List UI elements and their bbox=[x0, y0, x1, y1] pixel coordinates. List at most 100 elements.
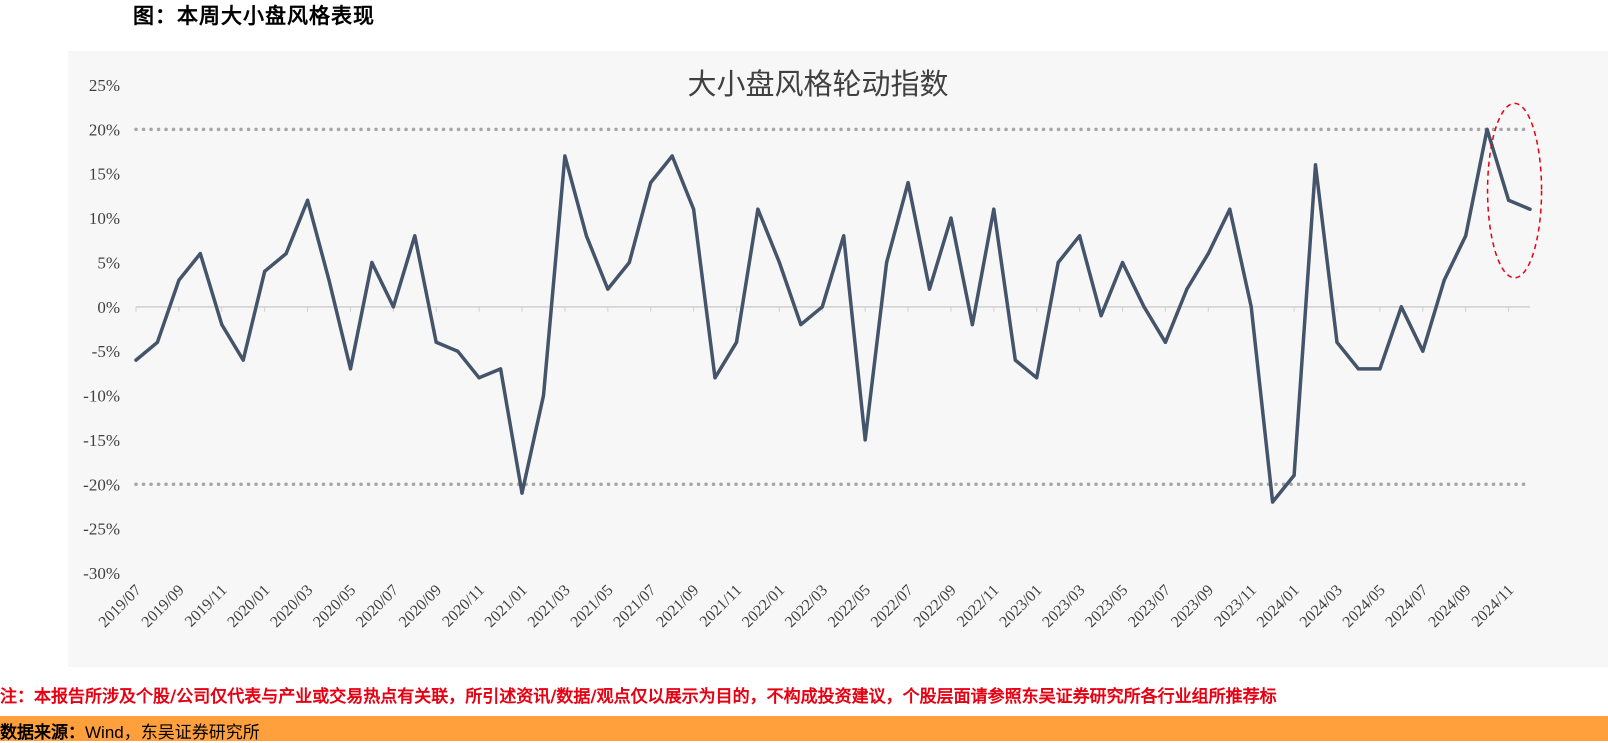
data-point bbox=[670, 154, 674, 158]
data-point bbox=[477, 376, 481, 380]
data-point bbox=[1485, 127, 1489, 131]
data-point bbox=[1271, 500, 1275, 504]
y-tick-label: -5% bbox=[92, 342, 120, 361]
x-tick-label: 2023/01 bbox=[996, 582, 1045, 631]
data-point bbox=[220, 322, 224, 327]
data-point bbox=[1313, 163, 1318, 167]
y-tick-label: -10% bbox=[83, 387, 120, 406]
y-tick-label: -15% bbox=[83, 431, 120, 450]
x-tick-label: 2023/07 bbox=[1125, 582, 1174, 631]
data-point bbox=[413, 234, 417, 238]
x-tick-label: 2022/07 bbox=[868, 582, 917, 631]
x-tick-label: 2020/05 bbox=[310, 582, 359, 631]
y-tick-label: 15% bbox=[89, 165, 120, 184]
data-point bbox=[370, 260, 374, 265]
data-point bbox=[842, 234, 846, 238]
data-point bbox=[1335, 340, 1339, 344]
x-tick-label: 2022/09 bbox=[911, 582, 960, 631]
data-point bbox=[1249, 305, 1253, 309]
x-tick-label: 2024/11 bbox=[1469, 582, 1518, 631]
data-point bbox=[906, 181, 910, 185]
data-point bbox=[1099, 314, 1103, 318]
data-point bbox=[885, 260, 889, 265]
y-tick-label: 20% bbox=[89, 120, 120, 139]
y-tick-label: -30% bbox=[83, 564, 120, 583]
x-tick-label: 2020/03 bbox=[267, 582, 316, 631]
disclaimer-note: 注：本报告所涉及个股/公司仅代表与产业或交易热点有关联，所引述资讯/数据/观点仅… bbox=[0, 687, 1277, 707]
data-point bbox=[692, 207, 696, 211]
figure-title: 图：本周大小盘风格表现 bbox=[133, 3, 375, 28]
x-tick-label: 2019/07 bbox=[96, 582, 145, 631]
data-point bbox=[649, 181, 653, 185]
data-point bbox=[563, 154, 567, 158]
style-rotation-line-chart: 大小盘风格轮动指数 25% 20% 15% 10% 5% 0% -5% -10% -15% -20… bbox=[83, 67, 1543, 631]
y-tick-label: 0% bbox=[97, 298, 120, 317]
data-point bbox=[756, 207, 760, 211]
y-tick-label: -20% bbox=[83, 475, 120, 494]
x-tick-label: 2022/03 bbox=[782, 582, 831, 631]
data-point bbox=[134, 358, 138, 362]
data-point bbox=[1185, 287, 1189, 291]
x-tick-label: 2020/01 bbox=[224, 582, 273, 631]
data-point bbox=[1442, 278, 1446, 282]
x-tick-label: 2023/05 bbox=[1082, 582, 1131, 631]
x-tick-label: 2024/03 bbox=[1297, 582, 1346, 631]
x-tick-label: 2019/11 bbox=[182, 582, 231, 631]
data-point bbox=[391, 305, 395, 309]
data-point bbox=[434, 340, 438, 344]
data-point bbox=[627, 260, 631, 265]
data-point bbox=[348, 367, 353, 371]
data-point bbox=[1035, 376, 1039, 380]
x-tick-label: 2023/11 bbox=[1211, 582, 1260, 631]
x-tick-label: 2020/07 bbox=[353, 582, 402, 631]
y-tick-label: 10% bbox=[89, 209, 120, 228]
source-value: Wind，东吴证券研究所 bbox=[85, 723, 260, 742]
data-point bbox=[1228, 207, 1232, 211]
data-point bbox=[949, 216, 953, 220]
data-point bbox=[606, 287, 610, 291]
series-line bbox=[134, 127, 1532, 504]
data-point bbox=[863, 438, 867, 442]
x-tick-label: 2021/09 bbox=[653, 582, 702, 631]
data-point bbox=[177, 278, 181, 282]
chart-panel: 大小盘风格轮动指数 25% 20% 15% 10% 5% 0% -5% -10% -15% -20… bbox=[68, 51, 1608, 667]
x-tick-label: 2022/01 bbox=[739, 582, 788, 631]
data-point bbox=[1292, 473, 1296, 477]
data-point bbox=[284, 251, 288, 256]
data-point bbox=[541, 393, 546, 398]
y-tick-label: 25% bbox=[89, 76, 120, 95]
x-tick-label: 2023/09 bbox=[1168, 582, 1217, 631]
data-point bbox=[970, 322, 975, 327]
x-tick-label: 2021/05 bbox=[568, 582, 617, 631]
source-text: 数据来源：Wind，东吴证券研究所 bbox=[0, 718, 260, 743]
data-point bbox=[799, 322, 803, 327]
x-tick-label: 2024/09 bbox=[1425, 582, 1474, 631]
x-tick-label: 2020/11 bbox=[439, 582, 488, 631]
x-tick-label: 2022/11 bbox=[954, 582, 1003, 631]
data-point bbox=[263, 269, 267, 273]
data-point bbox=[305, 198, 310, 202]
x-tick-label: 2024/07 bbox=[1382, 582, 1431, 631]
data-point bbox=[327, 278, 331, 282]
data-point bbox=[992, 207, 996, 211]
data-point bbox=[520, 491, 524, 495]
x-tick-label: 2020/09 bbox=[396, 582, 445, 631]
y-tick-label: 5% bbox=[97, 253, 120, 272]
data-point bbox=[584, 234, 588, 238]
data-point bbox=[1528, 207, 1532, 211]
data-point bbox=[1163, 340, 1168, 344]
data-point bbox=[777, 260, 781, 265]
data-point bbox=[1120, 260, 1125, 265]
data-point bbox=[1013, 358, 1017, 362]
data-point bbox=[1056, 260, 1060, 265]
chart-title: 大小盘风格轮动指数 bbox=[687, 67, 948, 101]
data-point bbox=[713, 376, 717, 380]
data-point bbox=[1506, 198, 1511, 202]
data-point bbox=[198, 251, 202, 256]
data-point bbox=[155, 340, 160, 344]
x-tick-label: 2023/03 bbox=[1039, 582, 1088, 631]
source-bar: 数据来源：Wind，东吴证券研究所 bbox=[0, 716, 1608, 743]
y-tick-label: -25% bbox=[83, 520, 120, 539]
highlight-ellipse bbox=[1486, 102, 1543, 279]
x-tick-label: 2024/01 bbox=[1254, 582, 1303, 631]
